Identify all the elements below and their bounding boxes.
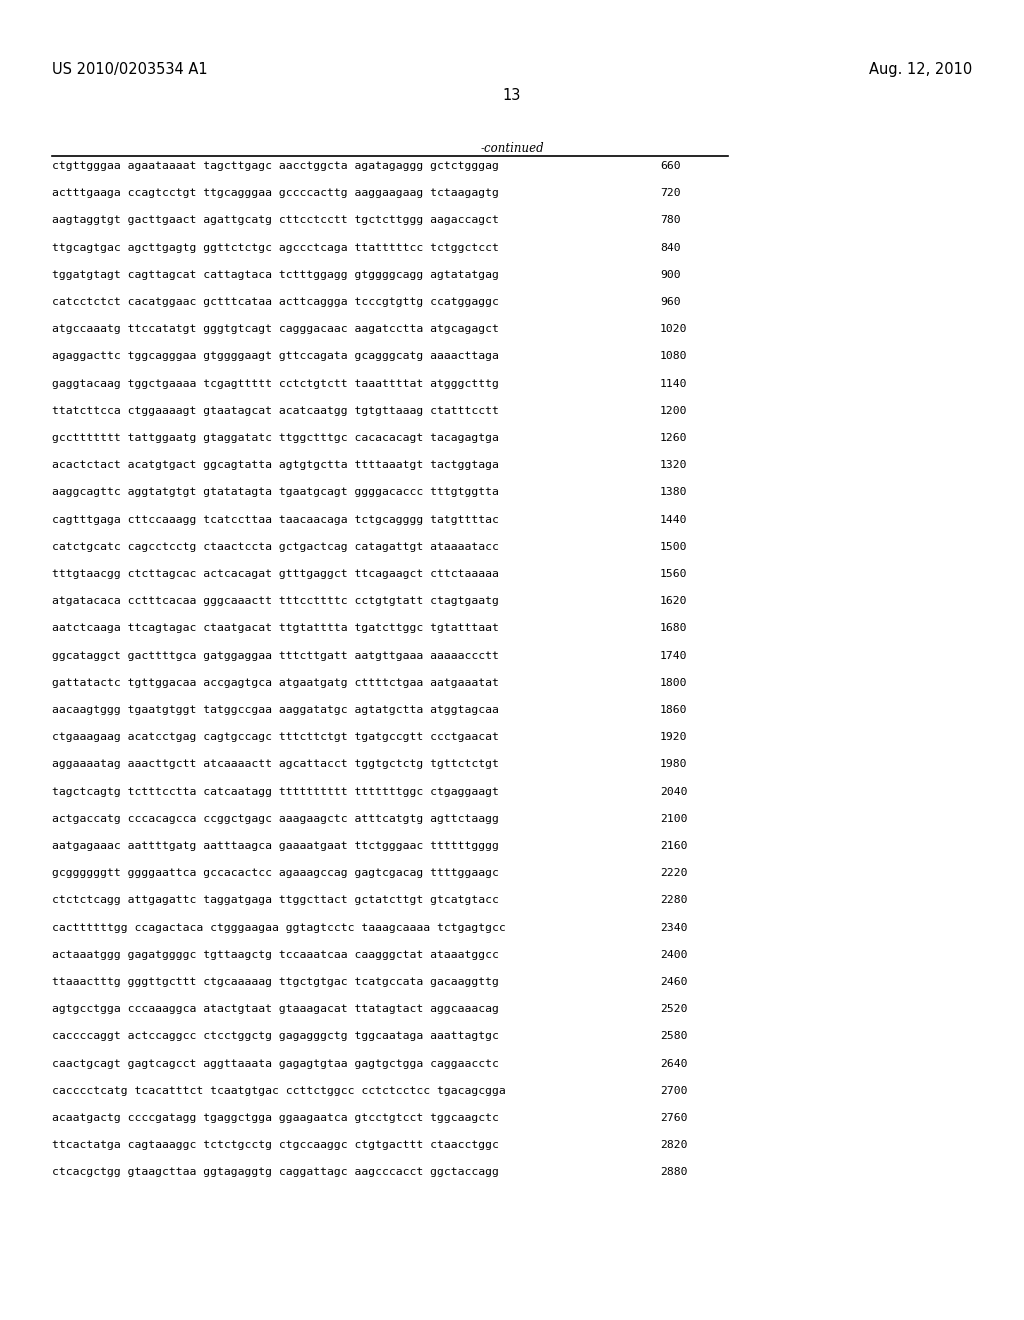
Text: aatgagaaac aattttgatg aatttaagca gaaaatgaat ttctgggaac ttttttgggg: aatgagaaac aattttgatg aatttaagca gaaaatg… xyxy=(52,841,499,851)
Text: tagctcagtg tctttcctta catcaatagg tttttttttt tttttttggc ctgaggaagt: tagctcagtg tctttcctta catcaatagg ttttttt… xyxy=(52,787,499,796)
Text: ctgttgggaa agaataaaat tagcttgagc aacctggcta agatagaggg gctctgggag: ctgttgggaa agaataaaat tagcttgagc aacctgg… xyxy=(52,161,499,172)
Text: acaatgactg ccccgatagg tgaggctgga ggaagaatca gtcctgtcct tggcaagctc: acaatgactg ccccgatagg tgaggctgga ggaagaa… xyxy=(52,1113,499,1123)
Text: aacaagtggg tgaatgtggt tatggccgaa aaggatatgc agtatgctta atggtagcaa: aacaagtggg tgaatgtggt tatggccgaa aaggata… xyxy=(52,705,499,715)
Text: agtgcctgga cccaaaggca atactgtaat gtaaagacat ttatagtact aggcaaacag: agtgcctgga cccaaaggca atactgtaat gtaaaga… xyxy=(52,1005,499,1014)
Text: 1200: 1200 xyxy=(660,405,687,416)
Text: 900: 900 xyxy=(660,269,681,280)
Text: cacttttttgg ccagactaca ctgggaagaa ggtagtcctc taaagcaaaa tctgagtgcc: cacttttttgg ccagactaca ctgggaagaa ggtagt… xyxy=(52,923,506,933)
Text: 2160: 2160 xyxy=(660,841,687,851)
Text: ttcactatga cagtaaaggc tctctgcctg ctgccaaggc ctgtgacttt ctaacctggc: ttcactatga cagtaaaggc tctctgcctg ctgccaa… xyxy=(52,1140,499,1150)
Text: actttgaaga ccagtcctgt ttgcagggaa gccccacttg aaggaagaag tctaagagtg: actttgaaga ccagtcctgt ttgcagggaa gccccac… xyxy=(52,189,499,198)
Text: atgccaaatg ttccatatgt gggtgtcagt cagggacaac aagatcctta atgcagagct: atgccaaatg ttccatatgt gggtgtcagt cagggac… xyxy=(52,325,499,334)
Text: ttaaactttg gggttgcttt ctgcaaaaag ttgctgtgac tcatgccata gacaaggttg: ttaaactttg gggttgcttt ctgcaaaaag ttgctgt… xyxy=(52,977,499,987)
Text: 1080: 1080 xyxy=(660,351,687,362)
Text: ttatcttcca ctggaaaagt gtaatagcat acatcaatgg tgtgttaaag ctatttcctt: ttatcttcca ctggaaaagt gtaatagcat acatcaa… xyxy=(52,405,499,416)
Text: 2040: 2040 xyxy=(660,787,687,796)
Text: gcggggggtt ggggaattca gccacactcc agaaagccag gagtcgacag ttttggaagc: gcggggggtt ggggaattca gccacactcc agaaagc… xyxy=(52,869,499,878)
Text: tggatgtagt cagttagcat cattagtaca tctttggagg gtggggcagg agtatatgag: tggatgtagt cagttagcat cattagtaca tctttgg… xyxy=(52,269,499,280)
Text: catcctctct cacatggaac gctttcataa acttcaggga tcccgtgttg ccatggaggc: catcctctct cacatggaac gctttcataa acttcag… xyxy=(52,297,499,308)
Text: ttgcagtgac agcttgagtg ggttctctgc agccctcaga ttatttttcc tctggctcct: ttgcagtgac agcttgagtg ggttctctgc agccctc… xyxy=(52,243,499,252)
Text: 2580: 2580 xyxy=(660,1031,687,1041)
Text: 2700: 2700 xyxy=(660,1086,687,1096)
Text: 1440: 1440 xyxy=(660,515,687,524)
Text: caactgcagt gagtcagcct aggttaaata gagagtgtaa gagtgctgga caggaacctc: caactgcagt gagtcagcct aggttaaata gagagtg… xyxy=(52,1059,499,1069)
Text: gattatactc tgttggacaa accgagtgca atgaatgatg cttttctgaa aatgaaatat: gattatactc tgttggacaa accgagtgca atgaatg… xyxy=(52,677,499,688)
Text: actaaatggg gagatggggc tgttaagctg tccaaatcaa caagggctat ataaatggcc: actaaatggg gagatggggc tgttaagctg tccaaat… xyxy=(52,950,499,960)
Text: agaggacttc tggcagggaa gtggggaagt gttccagata gcagggcatg aaaacttaga: agaggacttc tggcagggaa gtggggaagt gttccag… xyxy=(52,351,499,362)
Text: 1020: 1020 xyxy=(660,325,687,334)
Text: 2760: 2760 xyxy=(660,1113,687,1123)
Text: 1500: 1500 xyxy=(660,541,687,552)
Text: 1980: 1980 xyxy=(660,759,687,770)
Text: 2820: 2820 xyxy=(660,1140,687,1150)
Text: aaggcagttc aggtatgtgt gtatatagta tgaatgcagt ggggacaccc tttgtggtta: aaggcagttc aggtatgtgt gtatatagta tgaatgc… xyxy=(52,487,499,498)
Text: cacccctcatg tcacatttct tcaatgtgac ccttctggcc cctctcctcc tgacagcgga: cacccctcatg tcacatttct tcaatgtgac ccttct… xyxy=(52,1086,506,1096)
Text: 1260: 1260 xyxy=(660,433,687,444)
Text: actgaccatg cccacagcca ccggctgagc aaagaagctc atttcatgtg agttctaagg: actgaccatg cccacagcca ccggctgagc aaagaag… xyxy=(52,814,499,824)
Text: catctgcatc cagcctcctg ctaactccta gctgactcag catagattgt ataaaatacc: catctgcatc cagcctcctg ctaactccta gctgact… xyxy=(52,541,499,552)
Text: 2340: 2340 xyxy=(660,923,687,933)
Text: 1680: 1680 xyxy=(660,623,687,634)
Text: 13: 13 xyxy=(503,88,521,103)
Text: ctctctcagg attgagattc taggatgaga ttggcttact gctatcttgt gtcatgtacc: ctctctcagg attgagattc taggatgaga ttggctt… xyxy=(52,895,499,906)
Text: 1740: 1740 xyxy=(660,651,687,660)
Text: 1380: 1380 xyxy=(660,487,687,498)
Text: aatctcaaga ttcagtagac ctaatgacat ttgtatttta tgatcttggc tgtatttaat: aatctcaaga ttcagtagac ctaatgacat ttgtatt… xyxy=(52,623,499,634)
Text: gaggtacaag tggctgaaaa tcgagttttt cctctgtctt taaattttat atgggctttg: gaggtacaag tggctgaaaa tcgagttttt cctctgt… xyxy=(52,379,499,388)
Text: ggcataggct gacttttgca gatggaggaa tttcttgatt aatgttgaaa aaaaaccctt: ggcataggct gacttttgca gatggaggaa tttcttg… xyxy=(52,651,499,660)
Text: gccttttttt tattggaatg gtaggatatc ttggctttgc cacacacagt tacagagtga: gccttttttt tattggaatg gtaggatatc ttggctt… xyxy=(52,433,499,444)
Text: atgatacaca cctttcacaa gggcaaactt tttccttttc cctgtgtatt ctagtgaatg: atgatacaca cctttcacaa gggcaaactt tttcctt… xyxy=(52,597,499,606)
Text: ctgaaagaag acatcctgag cagtgccagc tttcttctgt tgatgccgtt ccctgaacat: ctgaaagaag acatcctgag cagtgccagc tttcttc… xyxy=(52,733,499,742)
Text: aggaaaatag aaacttgctt atcaaaactt agcattacct tggtgctctg tgttctctgt: aggaaaatag aaacttgctt atcaaaactt agcatta… xyxy=(52,759,499,770)
Text: 1620: 1620 xyxy=(660,597,687,606)
Text: tttgtaacgg ctcttagcac actcacagat gtttgaggct ttcagaagct cttctaaaaa: tttgtaacgg ctcttagcac actcacagat gtttgag… xyxy=(52,569,499,579)
Text: 660: 660 xyxy=(660,161,681,172)
Text: 720: 720 xyxy=(660,189,681,198)
Text: 960: 960 xyxy=(660,297,681,308)
Text: aagtaggtgt gacttgaact agattgcatg cttcctcctt tgctcttggg aagaccagct: aagtaggtgt gacttgaact agattgcatg cttcctc… xyxy=(52,215,499,226)
Text: -continued: -continued xyxy=(480,143,544,154)
Text: 2640: 2640 xyxy=(660,1059,687,1069)
Text: 2460: 2460 xyxy=(660,977,687,987)
Text: 2280: 2280 xyxy=(660,895,687,906)
Text: 840: 840 xyxy=(660,243,681,252)
Text: US 2010/0203534 A1: US 2010/0203534 A1 xyxy=(52,62,208,77)
Text: 1920: 1920 xyxy=(660,733,687,742)
Text: caccccaggt actccaggcc ctcctggctg gagagggctg tggcaataga aaattagtgc: caccccaggt actccaggcc ctcctggctg gagaggg… xyxy=(52,1031,499,1041)
Text: 1800: 1800 xyxy=(660,677,687,688)
Text: 2880: 2880 xyxy=(660,1167,687,1177)
Text: ctcacgctgg gtaagcttaa ggtagaggtg caggattagc aagcccacct ggctaccagg: ctcacgctgg gtaagcttaa ggtagaggtg caggatt… xyxy=(52,1167,499,1177)
Text: 1860: 1860 xyxy=(660,705,687,715)
Text: 780: 780 xyxy=(660,215,681,226)
Text: 2520: 2520 xyxy=(660,1005,687,1014)
Text: 1140: 1140 xyxy=(660,379,687,388)
Text: cagtttgaga cttccaaagg tcatccttaa taacaacaga tctgcagggg tatgttttac: cagtttgaga cttccaaagg tcatccttaa taacaac… xyxy=(52,515,499,524)
Text: 1320: 1320 xyxy=(660,461,687,470)
Text: 2400: 2400 xyxy=(660,950,687,960)
Text: 1560: 1560 xyxy=(660,569,687,579)
Text: 2220: 2220 xyxy=(660,869,687,878)
Text: Aug. 12, 2010: Aug. 12, 2010 xyxy=(868,62,972,77)
Text: 2100: 2100 xyxy=(660,814,687,824)
Text: acactctact acatgtgact ggcagtatta agtgtgctta ttttaaatgt tactggtaga: acactctact acatgtgact ggcagtatta agtgtgc… xyxy=(52,461,499,470)
